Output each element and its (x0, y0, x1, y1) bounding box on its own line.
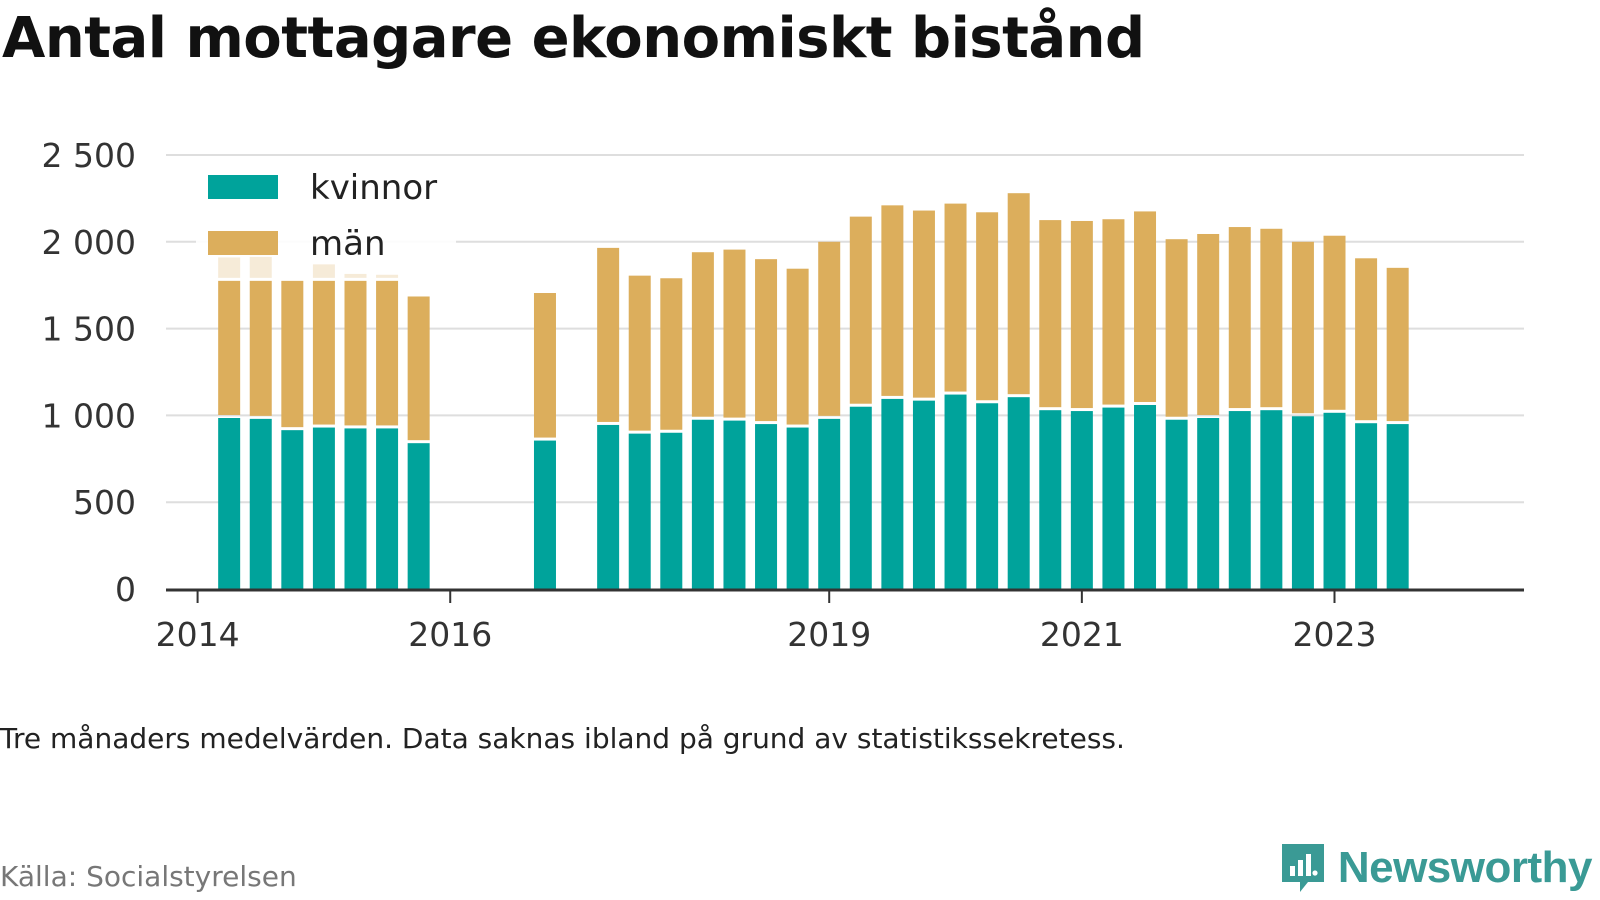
bar-man (755, 259, 778, 422)
bar-man (628, 275, 651, 431)
bar-man (660, 278, 683, 430)
chart-title: Antal mottagare ekonomiskt bistånd (2, 6, 1145, 71)
bar-man (281, 280, 304, 428)
y-tick-label: 500 (73, 483, 136, 522)
bar-kvinnor (1260, 410, 1283, 589)
bar-man (944, 203, 967, 392)
bar-man (344, 280, 367, 426)
bar-man (1355, 258, 1378, 421)
bar-man (1039, 220, 1062, 408)
bar-kvinnor (1039, 410, 1062, 589)
bar-kvinnor (849, 406, 872, 589)
bar-kvinnor (218, 418, 241, 589)
bar-man (723, 249, 746, 418)
bar-kvinnor (1228, 411, 1251, 589)
bar-kvinnor (944, 394, 967, 589)
bar-kvinnor (407, 443, 430, 589)
bar-kvinnor (376, 428, 399, 589)
bar-kvinnor (1323, 412, 1346, 589)
bar-man (786, 268, 809, 425)
bar-kvinnor (976, 403, 999, 589)
source-label: Källa: Socialstyrelsen (0, 860, 297, 893)
bar-man (1134, 211, 1157, 402)
legend-label-kvinnor: kvinnor (310, 168, 437, 208)
legend-swatch-kvinnor (208, 175, 278, 199)
bar-kvinnor (281, 430, 304, 589)
bar-man (1165, 239, 1188, 417)
bar-kvinnor (1291, 416, 1314, 589)
bar-man (597, 247, 620, 422)
bar-kvinnor (755, 424, 778, 589)
bar-kvinnor (628, 433, 651, 589)
bar-kvinnor (249, 418, 272, 589)
bar-kvinnor (881, 398, 904, 589)
bar-man (881, 205, 904, 396)
bar-kvinnor (312, 427, 335, 589)
x-tick-label: 2023 (1293, 615, 1377, 654)
newsworthy-logo-icon (1281, 844, 1324, 892)
bar-man (533, 293, 556, 438)
x-tick-label: 2016 (408, 615, 492, 654)
bar-kvinnor (1355, 423, 1378, 589)
y-tick-label: 2 000 (42, 223, 136, 262)
bar-kvinnor (912, 400, 935, 589)
legend-swatch-man (208, 231, 278, 255)
bar-man-faded (249, 252, 272, 278)
x-tick-label: 2014 (156, 615, 240, 654)
bar-man (1228, 227, 1251, 409)
bar-man (218, 280, 241, 416)
bar-kvinnor (344, 428, 367, 589)
bar-kvinnor (1197, 418, 1220, 589)
bar-kvinnor (723, 420, 746, 589)
bars (218, 193, 1409, 589)
bar-kvinnor (660, 432, 683, 589)
bar-kvinnor (786, 427, 809, 589)
bar-man (849, 216, 872, 404)
bar-man (976, 212, 999, 401)
y-tick-label: 1 000 (42, 396, 136, 435)
bar-man (1102, 219, 1125, 405)
legend: kvinnor män (196, 165, 456, 264)
bar-man (1007, 193, 1030, 395)
bar-man (312, 280, 335, 425)
bar-man (1291, 241, 1314, 414)
x-tick-label: 2019 (787, 615, 871, 654)
y-tick-label: 1 500 (42, 310, 136, 349)
bar-kvinnor (1165, 419, 1188, 589)
bar-man-faded (312, 264, 335, 278)
y-tick-label: 0 (115, 570, 136, 609)
brand-name: Newsworthy (1337, 843, 1593, 892)
bar-man (818, 241, 841, 416)
bar-man (912, 210, 935, 398)
bar-man (1070, 220, 1093, 409)
y-tick-label: 2 500 (42, 136, 136, 175)
bar-man (407, 296, 430, 441)
bar-kvinnor (818, 418, 841, 589)
bar-man (249, 280, 272, 416)
axes: 0 500 1 000 1 500 2 000 2 500 2014 2016 2019 2021… (42, 136, 1524, 654)
bar-man (376, 280, 399, 426)
x-tick-label: 2021 (1040, 615, 1124, 654)
bar-kvinnor (1134, 404, 1157, 589)
chart: 0 500 1 000 1 500 2 000 2 500 2014 2016 2019 2021… (42, 136, 1524, 654)
bar-kvinnor (1007, 397, 1030, 589)
bar-kvinnor (1070, 411, 1093, 589)
bar-man-faded (344, 273, 367, 278)
chart-note: Tre månaders medelvärden. Data saknas ib… (0, 722, 1125, 755)
bar-man (1197, 233, 1220, 416)
bar-man-faded (376, 274, 399, 278)
bar-man (691, 252, 714, 417)
bar-kvinnor (691, 419, 714, 589)
bar-kvinnor (533, 440, 556, 589)
bar-man (1386, 267, 1409, 422)
bar-man-faded (218, 257, 241, 278)
legend-label-man: män (310, 224, 386, 264)
brand: Newsworthy (1278, 840, 1593, 896)
bar-man (1323, 235, 1346, 410)
bar-kvinnor (1386, 424, 1409, 589)
bar-kvinnor (1102, 407, 1125, 589)
bar-kvinnor (597, 424, 620, 589)
bar-man (1260, 228, 1283, 408)
